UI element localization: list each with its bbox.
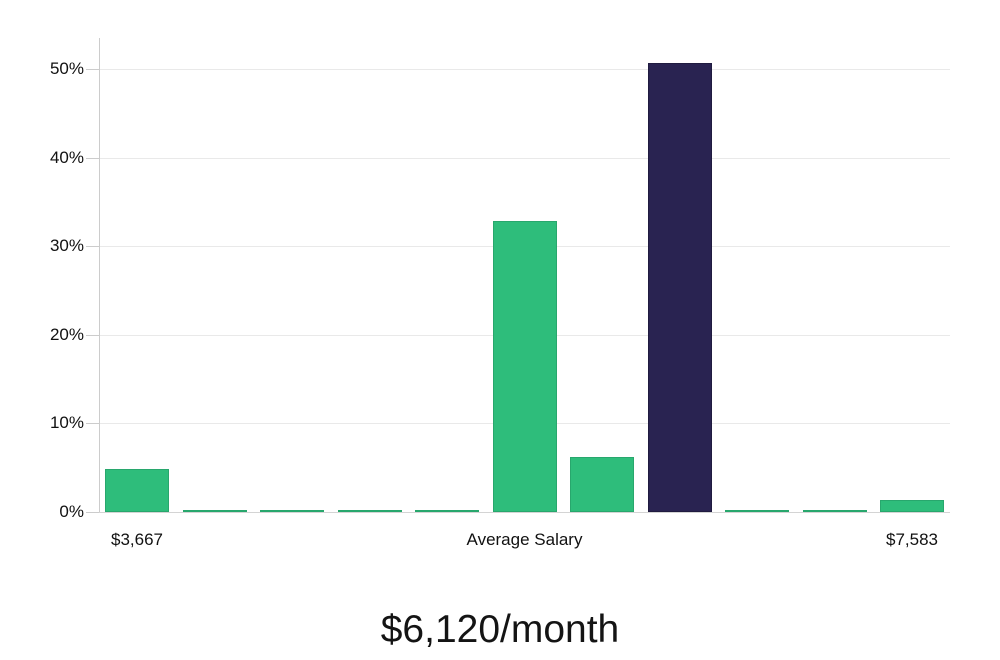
bar [570, 457, 634, 512]
bar [260, 510, 324, 512]
x-axis-tick-label: Average Salary [466, 530, 583, 549]
y-axis-tick-label: 20% [49, 324, 84, 344]
x-axis-tick-label: $3,667 [111, 530, 163, 549]
gridline [99, 157, 950, 159]
y-axis-tick-label: 40% [49, 147, 84, 167]
bar [415, 510, 479, 512]
bar [725, 510, 789, 512]
y-axis-line [99, 38, 100, 512]
chart-title: $6,120/month [380, 608, 620, 651]
bar [802, 510, 867, 512]
y-axis-tick [86, 512, 99, 513]
y-axis-tick [86, 423, 99, 425]
x-axis-tick-label: $7,583 [886, 530, 938, 549]
y-axis-tick [86, 157, 99, 159]
gridline [99, 69, 950, 70]
y-axis-tick [86, 246, 99, 248]
highlight-bar [647, 63, 712, 512]
gridline [99, 512, 950, 513]
bar [182, 510, 247, 512]
y-axis-tick-label: 10% [49, 413, 84, 433]
bar [880, 500, 944, 512]
y-axis-tick-label: 30% [49, 236, 84, 256]
y-axis-tick [86, 69, 99, 70]
bar [105, 469, 169, 512]
y-axis-tick [86, 334, 99, 336]
y-axis-tick-label: 0% [59, 502, 84, 521]
bar [337, 510, 402, 512]
bar [492, 221, 557, 512]
y-axis-tick-label: 50% [49, 59, 84, 78]
